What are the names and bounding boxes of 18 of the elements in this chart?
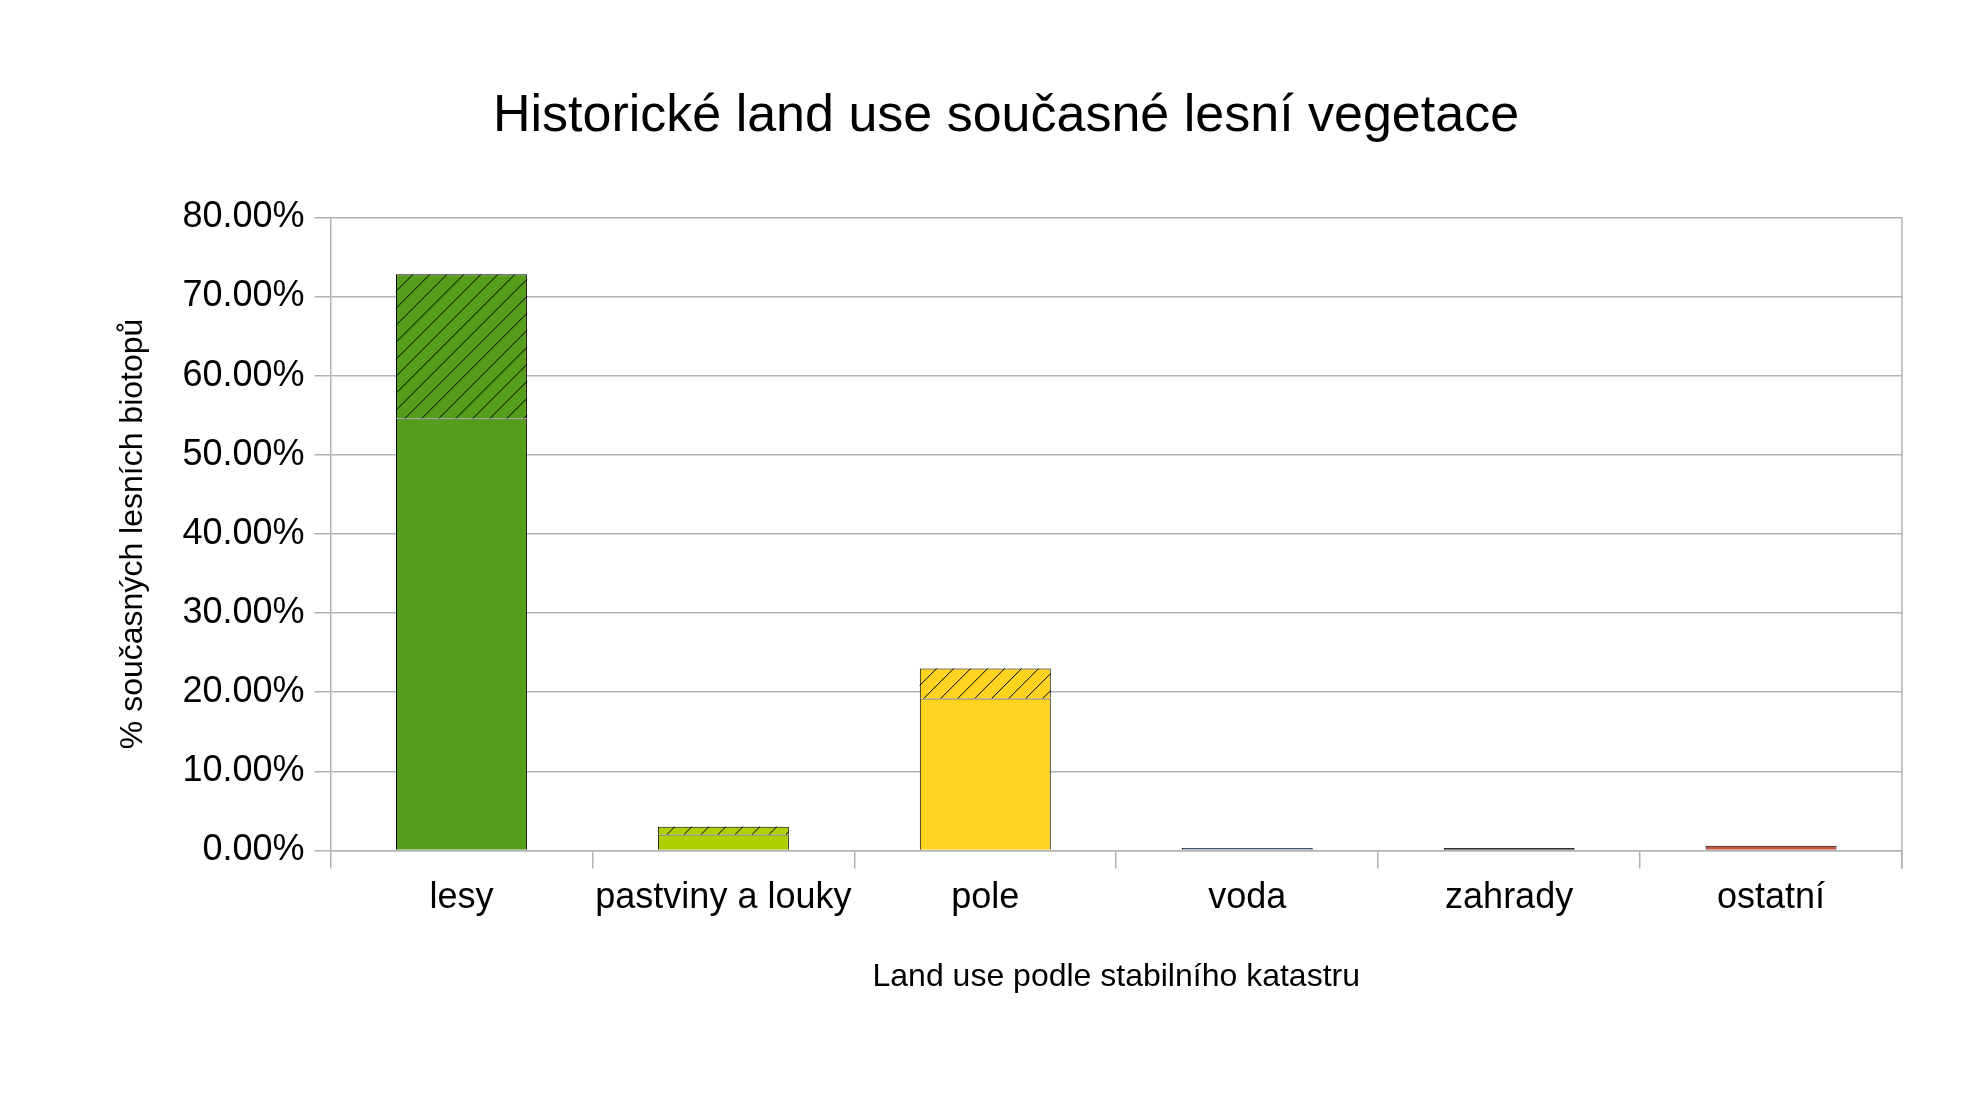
y-tick-label: 70.00%	[182, 273, 305, 315]
y-tick-label: 80.00%	[182, 194, 305, 236]
y-tick-label: 60.00%	[182, 352, 305, 394]
x-tick-label: pastviny a louky	[595, 874, 852, 916]
chart-title: Historické land use současné lesní vegetace	[492, 83, 1520, 142]
y-tick-label: 30.00%	[182, 589, 305, 631]
y-axis-title: % současných lesních biotopů	[113, 318, 150, 750]
x-tick-label: zahrady	[1445, 874, 1574, 916]
y-tick-label: 10.00%	[182, 748, 305, 790]
y-tick-label: 0.00%	[202, 827, 305, 869]
x-tick-label: lesy	[429, 874, 494, 916]
x-axis-title: Land use podle stabilního katastru	[872, 956, 1360, 993]
y-tick-label: 40.00%	[182, 510, 305, 552]
y-tick-label: 20.00%	[182, 669, 305, 711]
x-tick-label: voda	[1208, 874, 1288, 916]
y-tick-label: 50.00%	[182, 431, 305, 473]
x-tick-label: pole	[951, 874, 1020, 916]
x-tick-label: ostatní	[1717, 874, 1826, 916]
